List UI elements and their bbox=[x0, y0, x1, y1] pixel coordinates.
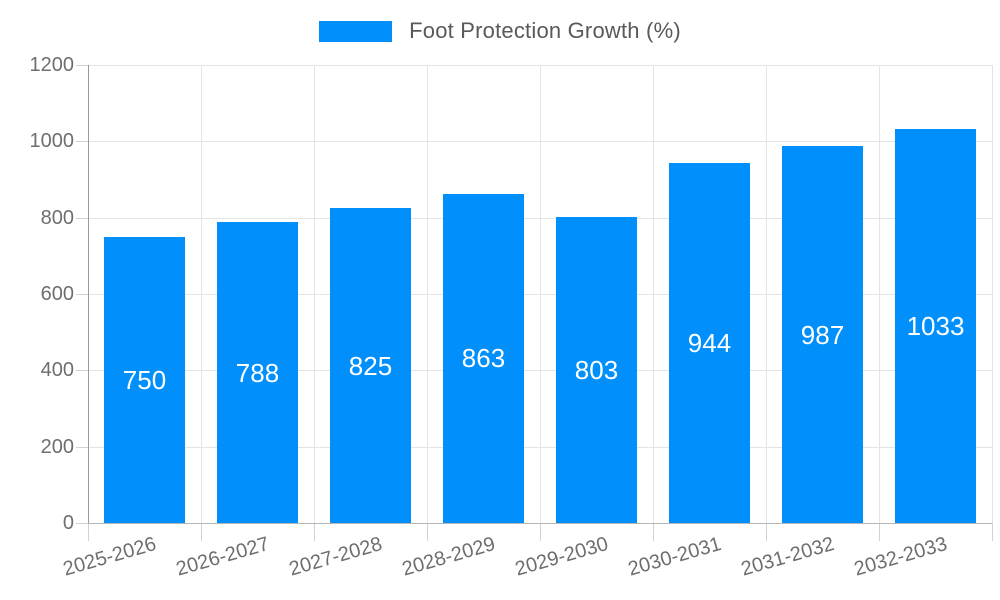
v-gridline bbox=[879, 65, 880, 523]
x-axis-category-label: 2026-2027 bbox=[173, 533, 272, 581]
y-axis-tick bbox=[76, 446, 88, 448]
y-axis-line bbox=[88, 65, 89, 523]
x-axis-tick bbox=[766, 523, 767, 541]
x-axis-tick bbox=[540, 523, 541, 541]
x-axis-category-label: 2025-2026 bbox=[60, 533, 159, 581]
x-axis-tick bbox=[201, 523, 202, 541]
y-axis-tick bbox=[76, 65, 88, 66]
v-gridline bbox=[201, 65, 202, 523]
bar-2029-2030[interactable]: 803 bbox=[556, 216, 637, 523]
bar-value-label: 944 bbox=[687, 327, 732, 358]
x-axis-tick bbox=[314, 523, 315, 541]
bar-value-label: 750 bbox=[122, 364, 167, 395]
x-axis-category-label: 2028-2029 bbox=[399, 533, 498, 581]
x-axis-tick bbox=[88, 523, 89, 541]
bar-2027-2028[interactable]: 825 bbox=[330, 208, 411, 523]
bar-2028-2029[interactable]: 863 bbox=[443, 193, 524, 523]
x-axis-category-label: 2030-2031 bbox=[625, 533, 724, 581]
v-gridline bbox=[540, 65, 541, 523]
y-axis-tick bbox=[76, 523, 88, 524]
x-axis-tick bbox=[653, 523, 654, 541]
x-axis-category-label: 2029-2030 bbox=[512, 533, 611, 581]
bar-value-label: 803 bbox=[574, 354, 619, 385]
y-axis-tick-label: 800 bbox=[40, 206, 74, 229]
y-axis-tick bbox=[76, 217, 88, 219]
y-axis-tick-label: 1000 bbox=[29, 130, 75, 153]
v-gridline bbox=[766, 65, 767, 523]
y-axis-tick bbox=[76, 141, 88, 143]
x-axis-tick bbox=[427, 523, 428, 541]
v-gridline bbox=[314, 65, 315, 523]
y-axis-tick bbox=[76, 370, 88, 372]
legend-swatch-icon bbox=[319, 20, 393, 42]
bar-value-label: 788 bbox=[235, 357, 280, 388]
bar-value-label: 863 bbox=[461, 343, 506, 374]
y-axis-tick-label: 1200 bbox=[29, 54, 75, 76]
y-axis-tick-label: 200 bbox=[40, 435, 74, 458]
y-axis-tick-label: 400 bbox=[40, 359, 74, 382]
y-axis-tick bbox=[76, 294, 88, 295]
y-axis-tick-label: 600 bbox=[40, 283, 74, 305]
x-axis-tick bbox=[879, 523, 880, 541]
x-axis-category-label: 2032-2033 bbox=[851, 533, 950, 581]
chart-legend[interactable]: Foot Protection Growth (%) bbox=[0, 18, 1000, 44]
x-axis-tick bbox=[992, 523, 993, 541]
bar-2032-2033[interactable]: 1033 bbox=[895, 128, 976, 523]
v-gridline bbox=[992, 65, 993, 523]
y-axis-tick-label: 0 bbox=[62, 512, 74, 534]
v-gridline bbox=[653, 65, 654, 523]
bar-value-label: 1033 bbox=[906, 310, 965, 341]
v-gridline bbox=[427, 65, 428, 523]
bar-value-label: 987 bbox=[800, 319, 845, 350]
bar-value-label: 825 bbox=[348, 350, 393, 381]
bar-2030-2031[interactable]: 944 bbox=[669, 162, 750, 523]
legend-series-label: Foot Protection Growth (%) bbox=[409, 18, 681, 43]
bar-2031-2032[interactable]: 987 bbox=[782, 146, 863, 523]
x-axis-category-label: 2027-2028 bbox=[286, 533, 385, 581]
bar-2025-2026[interactable]: 750 bbox=[104, 236, 185, 523]
x-axis-line bbox=[88, 523, 992, 524]
bar-2026-2027[interactable]: 788 bbox=[217, 222, 298, 523]
x-axis-category-label: 2031-2032 bbox=[738, 533, 837, 581]
